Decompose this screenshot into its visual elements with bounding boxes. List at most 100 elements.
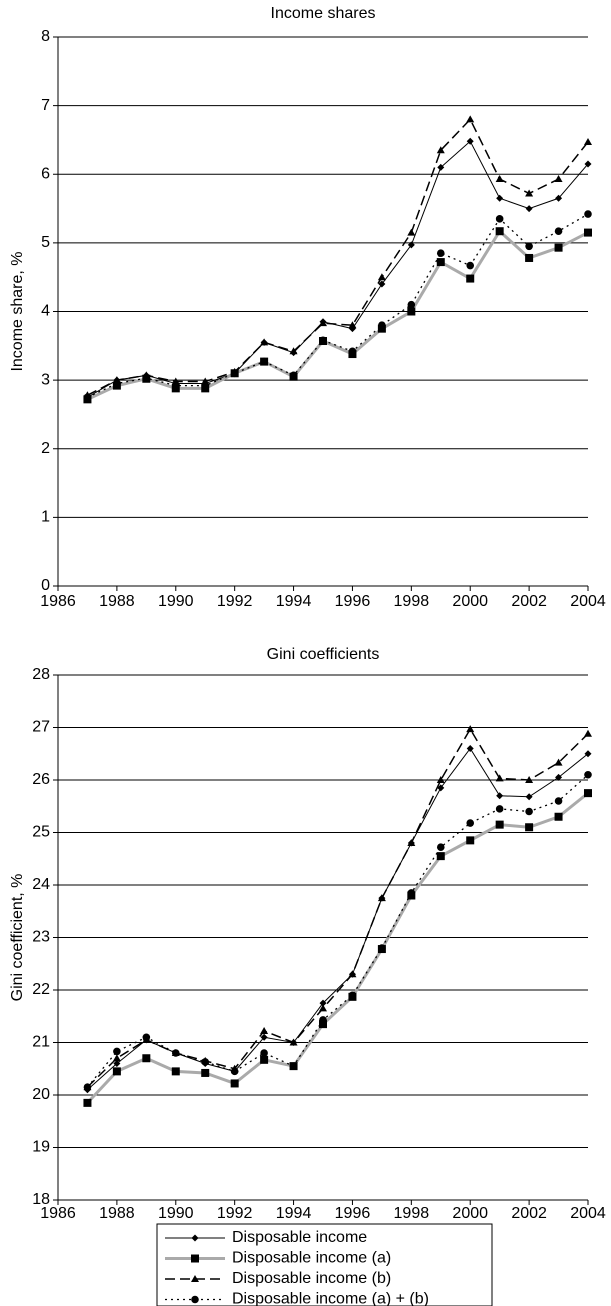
marker [555,194,563,202]
x-tick-label: 1994 [276,593,312,610]
x-tick-label: 2004 [570,593,606,610]
marker [201,1058,210,1066]
marker [554,797,563,805]
y-axis-label: Income share, % [9,251,26,371]
marker [466,115,475,123]
y-tick-label: 22 [32,981,50,998]
marker [230,1067,239,1076]
y-tick-label: 1 [41,509,50,526]
marker [495,805,504,813]
marker [466,745,474,752]
y-tick-label: 8 [41,28,50,45]
marker [584,160,592,168]
marker [525,807,533,816]
x-tick-label: 1986 [40,593,76,610]
x-tick-label: 1990 [158,1205,194,1222]
marker [407,839,416,846]
marker [171,1049,180,1057]
y-tick-label: 25 [32,824,50,841]
marker [407,889,416,897]
marker [525,776,534,783]
marker [378,321,386,330]
series-line [86,228,589,401]
legend-label: Disposable income (a) [232,1250,391,1267]
y-tick-label: 18 [32,1191,50,1208]
chart-title: Gini coefficients [267,646,380,663]
marker [191,1234,199,1242]
marker [260,338,269,346]
x-tick-label: 1996 [335,593,371,610]
marker [378,280,386,288]
marker [378,944,386,952]
marker [171,381,180,390]
marker [319,336,327,345]
series-line [86,791,589,1104]
marker [584,210,592,218]
x-tick-label: 1992 [217,593,253,610]
marker [496,792,504,800]
marker [495,227,504,236]
marker [436,258,445,267]
marker [201,1068,210,1077]
marker [171,1067,180,1076]
marker [348,321,357,329]
series-line [86,774,589,1088]
y-tick-label: 5 [41,234,50,251]
marker [495,175,504,183]
marker [525,242,533,251]
marker [555,773,563,781]
marker [584,770,592,779]
marker [319,1020,327,1029]
marker [142,1054,151,1063]
marker [289,1038,298,1046]
marker [83,1083,92,1091]
marker [436,776,445,783]
marker [201,381,210,390]
x-tick-label: 2004 [570,1205,606,1222]
y-tick-label: 19 [32,1139,50,1156]
marker [437,784,445,792]
y-tick-label: 3 [41,371,50,388]
marker [495,215,504,223]
marker [113,379,121,388]
marker [289,1062,298,1070]
marker [436,249,445,257]
marker [319,999,327,1007]
marker [230,369,239,378]
y-tick-label: 28 [32,666,50,683]
marker [407,307,416,316]
marker [525,793,533,801]
marker [191,1275,199,1282]
y-tick-label: 24 [32,876,50,893]
marker [525,253,534,262]
marker [319,1016,327,1024]
marker [260,1049,268,1057]
marker [496,194,504,202]
x-tick-label: 2002 [511,593,547,610]
legend-label: Disposable income (a) + (b) [232,1291,429,1306]
x-tick-label: 1996 [335,1205,371,1222]
y-tick-label: 0 [41,577,50,594]
marker [466,274,475,283]
y-tick-label: 26 [32,771,50,788]
marker [407,300,416,309]
marker [466,725,475,733]
marker [584,729,592,737]
series-line [87,140,589,398]
series-line [87,213,589,398]
marker [436,852,445,861]
marker [230,1079,239,1088]
marker [113,1047,121,1056]
marker [260,1033,268,1041]
x-tick-label: 1992 [217,1205,253,1222]
x-tick-label: 1998 [394,1205,430,1222]
marker [377,273,386,281]
marker [289,371,298,380]
series-line [87,118,589,396]
marker [348,970,357,978]
marker [554,175,563,183]
marker [554,758,563,766]
marker [437,163,445,171]
marker [584,789,592,798]
x-tick-label: 1988 [99,1205,135,1222]
